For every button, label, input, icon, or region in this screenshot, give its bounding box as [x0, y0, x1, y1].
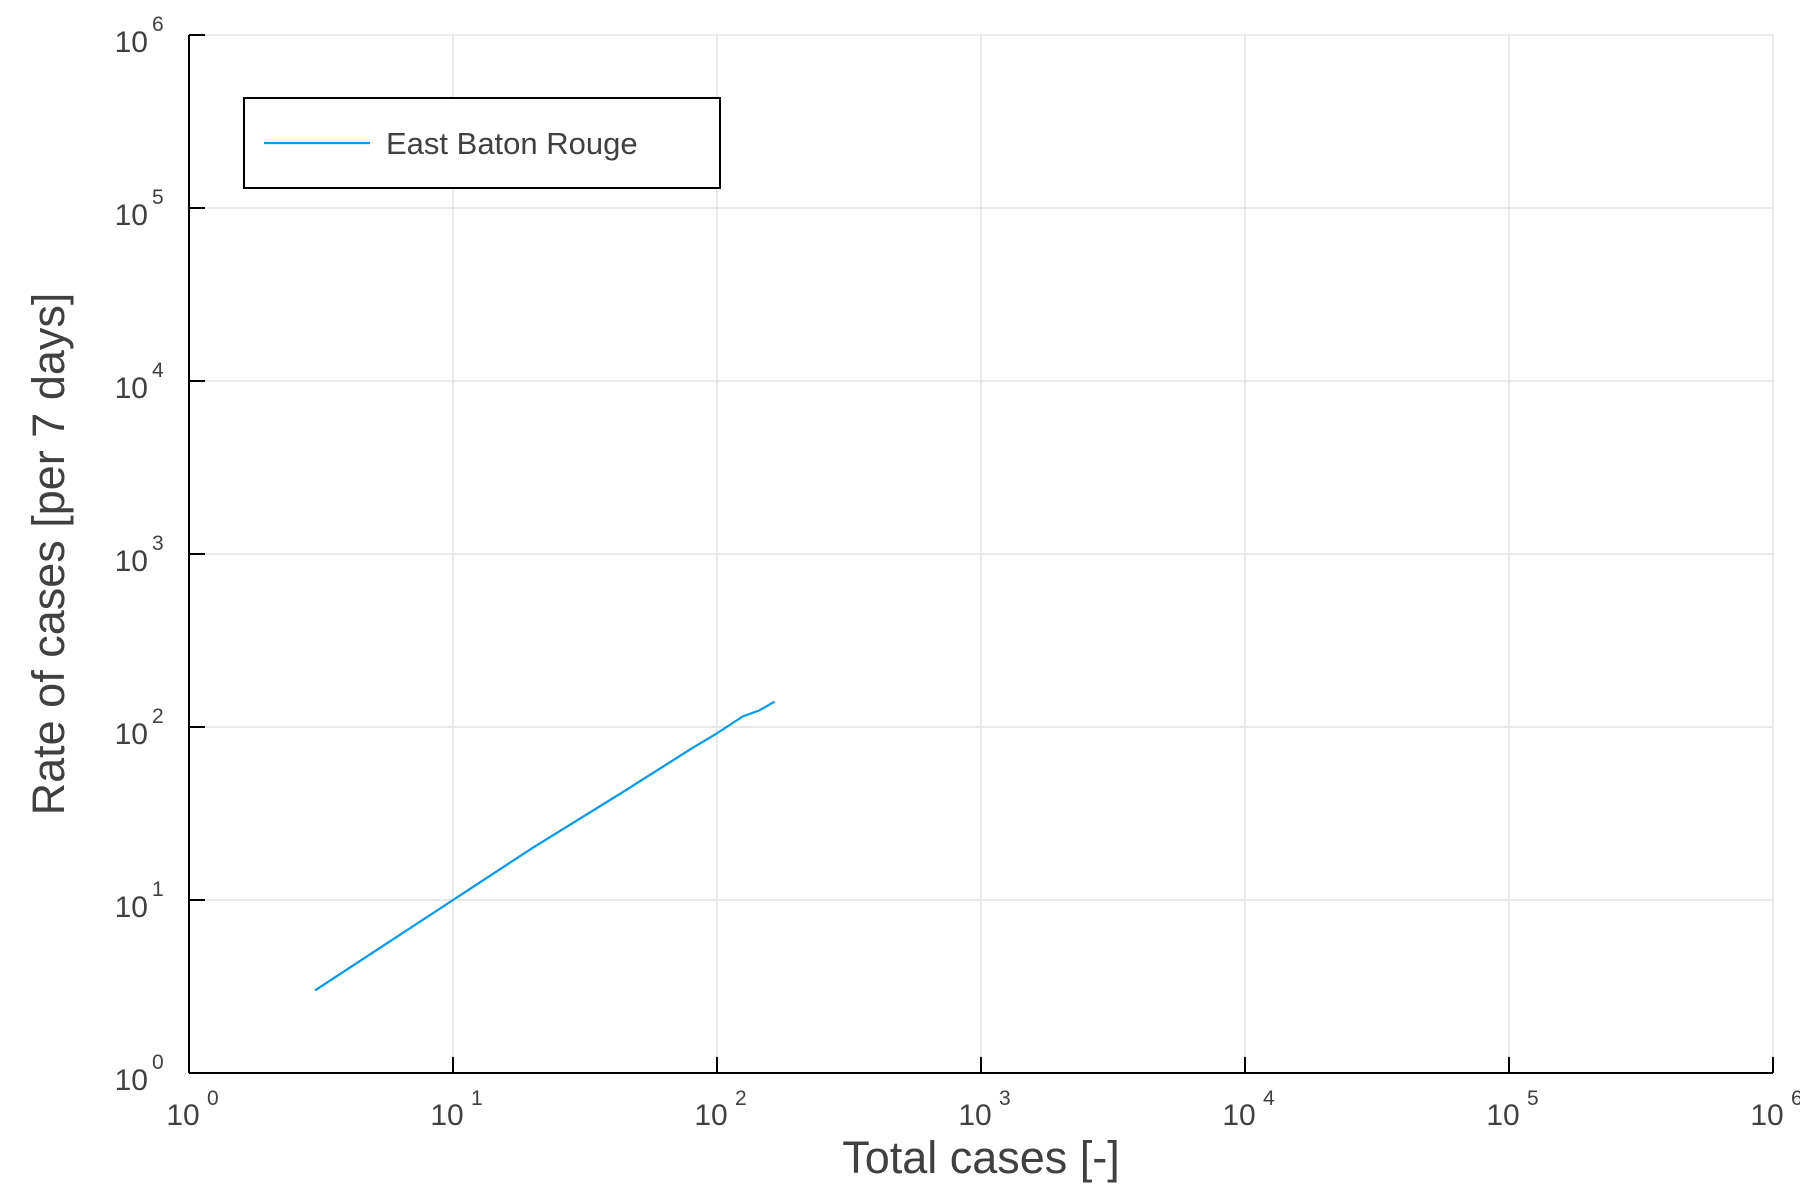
axes — [188, 34, 1774, 1074]
y-tick-exponent: 5 — [152, 186, 164, 209]
x-tick-label: 10 — [958, 1099, 991, 1132]
y-tick-label: 10 — [115, 372, 148, 405]
x-tick-label: 10 — [430, 1099, 463, 1132]
y-tick-exponent: 1 — [152, 878, 164, 901]
x-tick-exponent: 0 — [207, 1087, 219, 1110]
x-tick-exponent: 4 — [1263, 1087, 1275, 1110]
y-tick-label: 10 — [115, 545, 148, 578]
x-tick-label: 10 — [1750, 1099, 1783, 1132]
x-tick-label: 10 — [1486, 1099, 1519, 1132]
x-tick-exponent: 2 — [735, 1087, 747, 1110]
y-tick-label: 10 — [115, 891, 148, 924]
x-tick-label: 10 — [694, 1099, 727, 1132]
y-tick-label: 10 — [115, 1064, 148, 1097]
series-layer — [314, 700, 775, 992]
y-tick-label: 10 — [115, 199, 148, 232]
x-axis-title: Total cases [-] — [842, 1132, 1120, 1183]
y-tick-exponent: 4 — [152, 359, 164, 382]
tick-labels: 1001011021031041051061001011021031041051… — [115, 13, 1800, 1132]
x-tick-exponent: 3 — [999, 1087, 1011, 1110]
y-tick-exponent: 2 — [152, 705, 164, 728]
series-line — [314, 700, 775, 992]
x-tick-exponent: 1 — [471, 1087, 483, 1110]
y-tick-label: 10 — [115, 718, 148, 751]
x-tick-exponent: 5 — [1527, 1087, 1539, 1110]
x-tick-label: 10 — [166, 1099, 199, 1132]
legend-label: East Baton Rouge — [386, 126, 638, 161]
y-tick-exponent: 6 — [152, 13, 164, 36]
x-tick-label: 10 — [1222, 1099, 1255, 1132]
y-axis-title: Rate of cases [per 7 days] — [23, 293, 74, 816]
legend: East Baton Rouge — [243, 97, 721, 189]
y-tick-exponent: 3 — [152, 532, 164, 555]
y-tick-exponent: 0 — [152, 1051, 164, 1074]
y-tick-label: 10 — [115, 26, 148, 59]
x-tick-exponent: 6 — [1791, 1087, 1800, 1110]
